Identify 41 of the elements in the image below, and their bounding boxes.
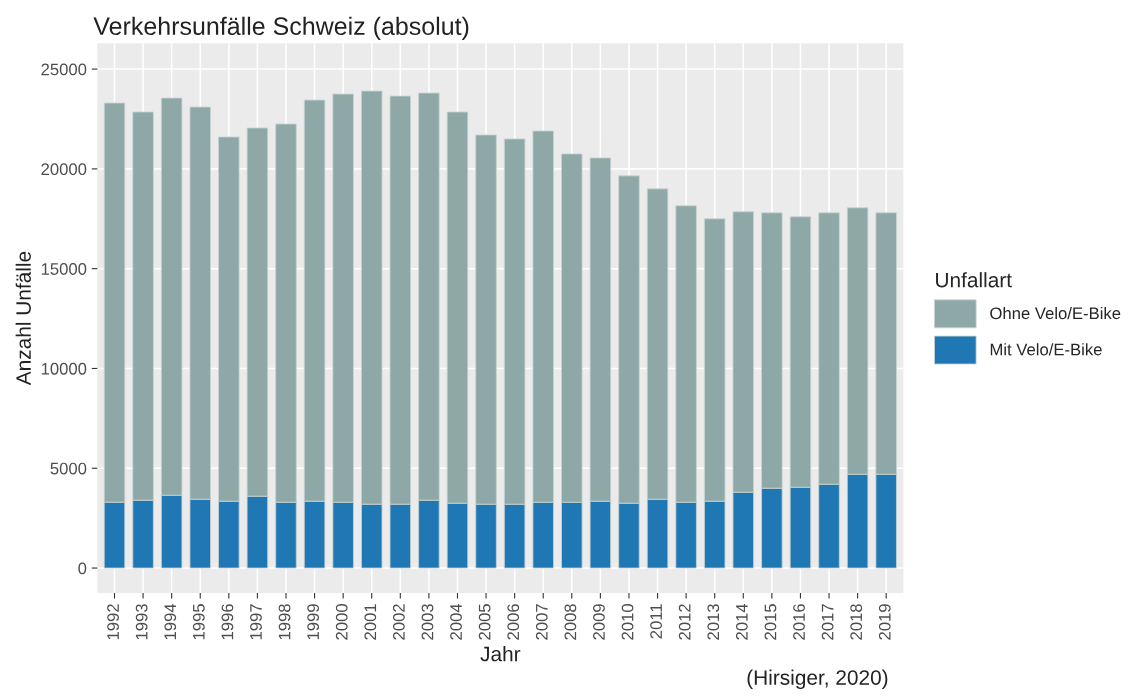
x-tick-label: 2014 <box>735 603 748 640</box>
y-tick-label: 10000 <box>41 362 87 375</box>
x-tick-label: 2013 <box>707 604 720 640</box>
x-tick-label: 2010 <box>621 604 634 640</box>
legend-title: Unfallart <box>936 272 1012 288</box>
x-tick-label: 2002 <box>392 604 405 640</box>
x-tick-label: 2008 <box>564 604 577 640</box>
x-tick-label: 2006 <box>507 604 520 640</box>
x-tick-label: 2018 <box>850 604 863 640</box>
chart-title: Verkehrsunfälle Schweiz (absolut) <box>93 16 469 40</box>
y-tick-label: 15000 <box>41 263 87 275</box>
x-tick-label: 2007 <box>535 604 548 640</box>
y-tick-label: 5000 <box>50 462 87 475</box>
x-tick-label: 1993 <box>135 604 148 640</box>
x-tick-label: 2004 <box>450 603 462 640</box>
y-tick-label: 25000 <box>41 63 87 76</box>
x-tick-label: 1998 <box>278 604 291 640</box>
x-tick-label: 2017 <box>821 604 834 640</box>
x-axis-title: Jahr <box>480 646 521 662</box>
x-tick-label: 2019 <box>878 604 891 640</box>
x-tick-label: 2003 <box>421 604 434 640</box>
legend-label: Ohne Velo/E-Bike <box>990 306 1121 320</box>
y-axis-title: Anzahl Unfälle <box>15 251 31 386</box>
x-tick-label: 1995 <box>192 604 205 640</box>
x-tick-label: 2000 <box>335 604 348 640</box>
text: (Hirsiger, 2020) <box>747 669 888 690</box>
x-tick-label: 1994 <box>164 603 177 640</box>
y-tick-label: 20000 <box>41 163 87 176</box>
x-tick-label: 1999 <box>307 604 320 640</box>
x-tick-label: 2005 <box>478 604 491 640</box>
x-tick-label: 2011 <box>650 604 663 639</box>
x-tick-label: 2012 <box>678 604 691 640</box>
x-tick-label: 2009 <box>593 604 605 640</box>
x-tick-label: 1992 <box>107 604 119 640</box>
x-tick-label: 2016 <box>793 604 805 640</box>
y-tick-label: 0 <box>78 562 87 575</box>
x-tick-label: 1997 <box>250 604 262 640</box>
legend-label: Mit Velo/E-Bike <box>990 343 1102 356</box>
x-tick-label: 1996 <box>221 604 234 640</box>
x-tick-label: 2001 <box>364 604 377 640</box>
x-tick-label: 2015 <box>764 604 777 640</box>
